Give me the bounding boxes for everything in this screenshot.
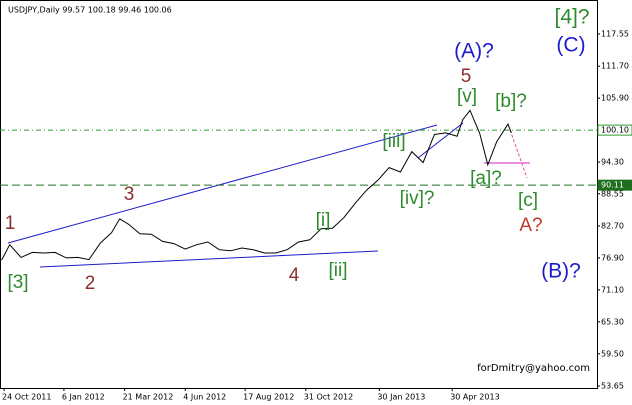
wave-label: (A)?	[454, 40, 494, 63]
x-tick-label: 31 Oct 2012	[304, 393, 353, 402]
wave-label: 2	[85, 273, 96, 294]
wave-label: [i]	[316, 210, 331, 231]
y-tick-label: 53.65	[601, 382, 624, 391]
y-tick-label: 105.90	[601, 94, 629, 103]
trend-line	[7, 124, 438, 244]
wave-label: [iv]?	[400, 188, 435, 209]
wave-label: 4	[289, 265, 300, 286]
wave-label: [a]?	[470, 168, 502, 189]
chart-title: USDJPY,Daily 99.57 100.18 99.46 100.06	[8, 6, 172, 15]
wave-label: 3	[124, 184, 135, 205]
y-tick-label: 59.50	[601, 349, 624, 358]
x-tick-label: 21 Mar 2012	[123, 393, 174, 402]
y-tick-label: 71.10	[601, 285, 624, 294]
price-line	[1, 109, 512, 261]
wave-label: A?	[519, 215, 542, 236]
level-label: 90.11	[601, 181, 624, 190]
x-tick-label: 30 Jan 2013	[377, 393, 425, 402]
projection-line	[509, 129, 528, 179]
wave-label: [3]	[7, 272, 28, 293]
wave-label: 5	[461, 66, 472, 87]
wave-label: [b]?	[495, 91, 527, 112]
y-tick-label: 65.30	[601, 317, 624, 326]
plot-frame	[0, 0, 598, 389]
y-tick-label: 88.55	[601, 189, 624, 198]
wave-label: 1	[5, 213, 16, 234]
wave-label: [c]	[518, 190, 538, 211]
x-tick-label: 17 Aug 2012	[243, 393, 294, 402]
trend-line	[39, 250, 379, 268]
x-tick-label: 30 Apr 2013	[450, 393, 499, 402]
wave-label: [iii]	[382, 131, 405, 152]
level-box	[597, 124, 632, 136]
wave-label: (C)	[556, 34, 585, 57]
y-tick-label: 111.70	[601, 62, 629, 71]
wave-label: [4]?	[554, 6, 589, 29]
watermark: forDmitry@yahoo.com	[477, 363, 590, 374]
y-tick-label: 76.90	[601, 253, 624, 262]
y-tick-label: 94.30	[601, 158, 624, 167]
trend-line	[417, 122, 464, 159]
wave-label: [ii]	[329, 260, 348, 281]
x-tick-label: 24 Oct 2011	[2, 393, 51, 402]
y-tick-label: 82.70	[601, 221, 624, 230]
level-box	[597, 179, 632, 191]
y-tick-label: 117.55	[601, 29, 629, 38]
x-tick-label: 6 Jan 2012	[62, 393, 105, 402]
x-tick-label: 4 Jun 2012	[183, 393, 226, 402]
wave-label: (B)?	[541, 260, 581, 283]
wave-label: [v]	[457, 86, 477, 107]
level-label: 100.10	[601, 126, 629, 135]
